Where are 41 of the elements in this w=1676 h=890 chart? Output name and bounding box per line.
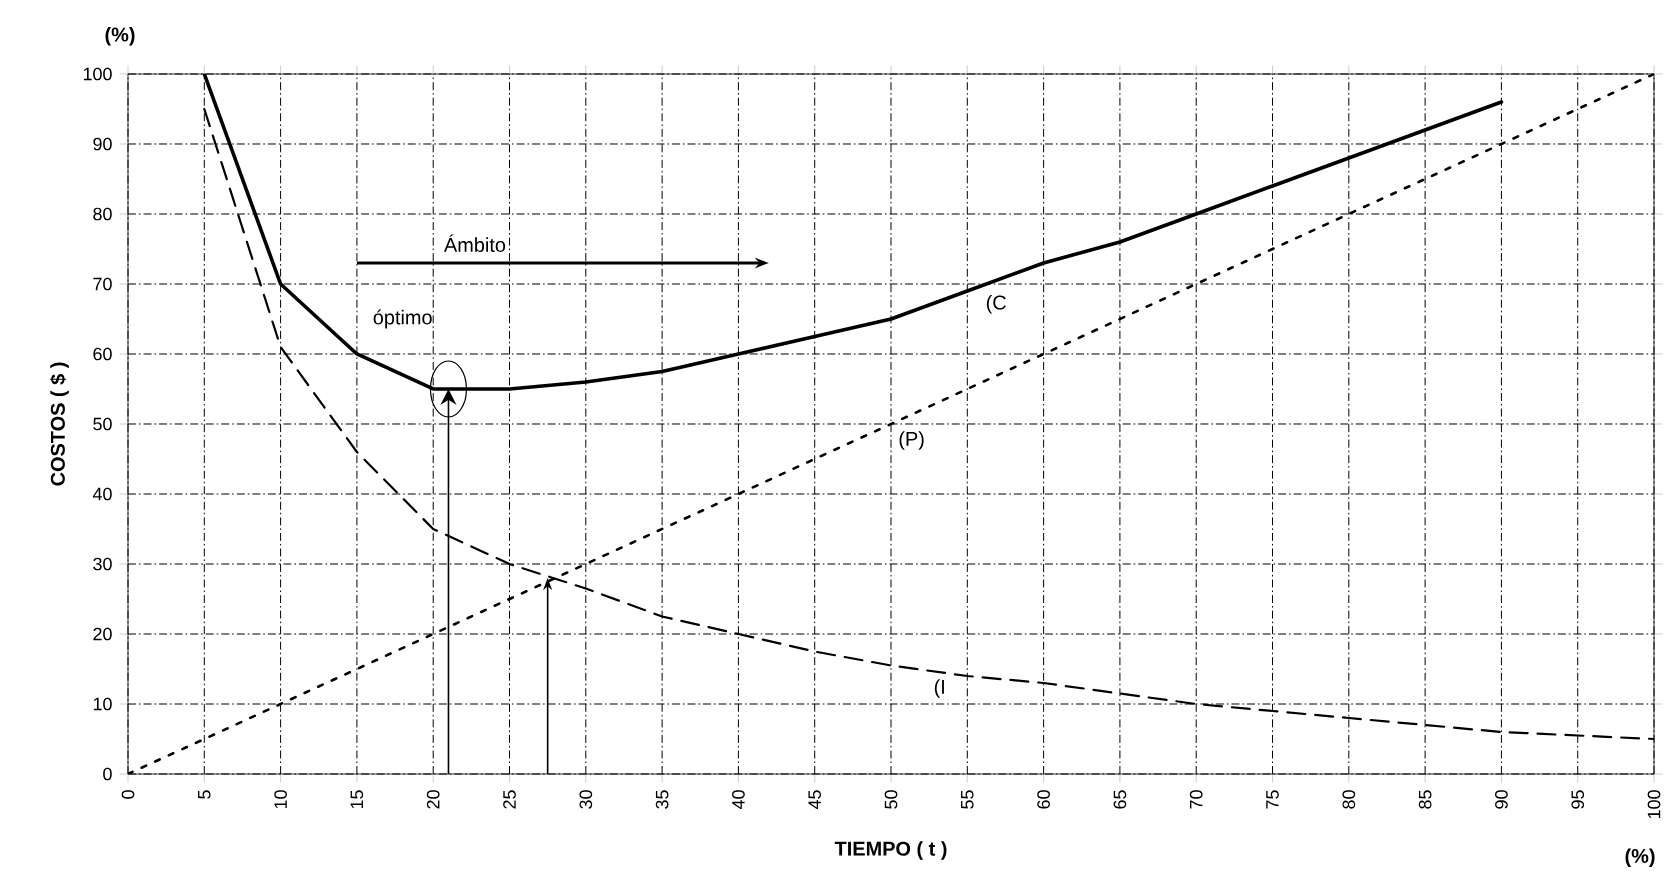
- y-tick-label: 40: [92, 487, 112, 501]
- series-label: (I: [934, 679, 944, 698]
- x-tick-label: 0: [121, 790, 135, 799]
- y-tick-label: 50: [93, 417, 112, 431]
- x-tick-label: 100: [1647, 790, 1661, 819]
- x-tick-label: 30: [579, 790, 593, 809]
- x-tick-label: 55: [961, 790, 974, 809]
- x-tick-label: 40: [732, 790, 745, 810]
- y-tick-label: 10: [93, 697, 112, 711]
- annotation: Ámbito: [443, 234, 506, 252]
- x-axis-title: TIEMPO ( t ): [834, 841, 947, 860]
- y-tick-label: 80: [93, 207, 112, 221]
- series-label: (C: [986, 294, 1006, 314]
- y-tick-label: 60: [93, 347, 112, 361]
- text: (%): [1625, 848, 1655, 867]
- series-label: (P): [899, 431, 924, 450]
- y-tick-label: 20: [93, 627, 112, 641]
- y-tick-label: 90: [93, 137, 112, 151]
- x-tick-label: 50: [884, 790, 898, 809]
- x-tick-label: 15: [350, 790, 364, 809]
- x-tick-label: 10: [274, 790, 287, 809]
- y-axis-title: COSTOS ( $ ): [49, 362, 69, 486]
- x-tick-label: 95: [1571, 790, 1585, 809]
- x-tick-label: 85: [1418, 790, 1432, 809]
- y-tick-label: 100: [83, 67, 112, 81]
- x-tick-label: 65: [1113, 790, 1127, 809]
- x-tick-label: 35: [655, 790, 669, 809]
- x-tick-label: 75: [1266, 790, 1279, 809]
- y-tick-label: 70: [93, 277, 112, 291]
- x-tick-label: 60: [1037, 790, 1050, 809]
- x-tick-label: 45: [808, 790, 821, 810]
- x-tick-label: 20: [426, 790, 440, 809]
- x-tick-label: 80: [1342, 790, 1356, 809]
- x-tick-label: 90: [1495, 790, 1508, 809]
- text: (%): [105, 27, 135, 46]
- x-tick-label: 25: [503, 790, 516, 809]
- y-tick-label: 0: [103, 767, 112, 781]
- y-tick-label: 30: [93, 557, 112, 571]
- x-tick-label: 5: [198, 790, 211, 799]
- annotation: óptimo: [373, 309, 432, 329]
- x-tick-label: 70: [1189, 790, 1203, 809]
